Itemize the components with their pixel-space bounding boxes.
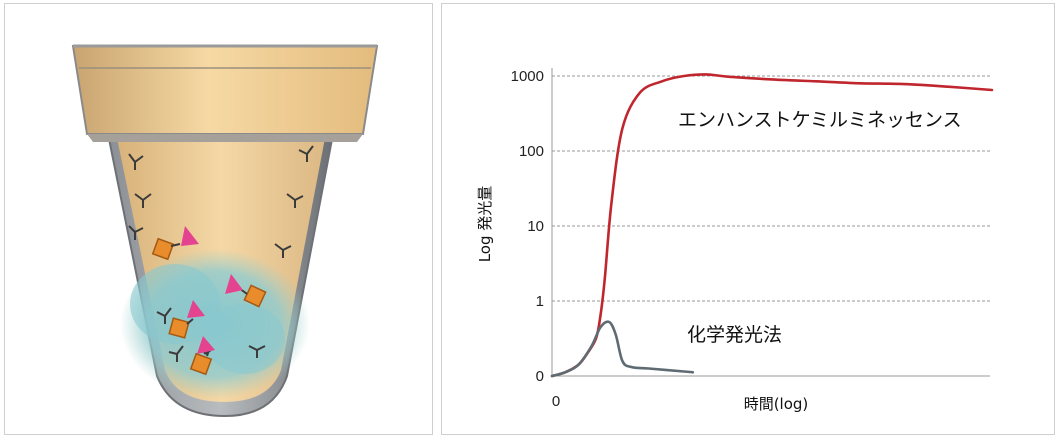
- y-tick-label: 0: [536, 368, 544, 385]
- y-tick-label: 1: [536, 293, 544, 310]
- enzyme-icon: [151, 237, 267, 376]
- antibody-icon: [128, 145, 314, 362]
- illustration-panel: [4, 3, 433, 435]
- y-tick-label: 1000: [511, 68, 544, 85]
- x-tick-label: 0: [552, 393, 560, 410]
- y-tick-label: 100: [519, 143, 544, 160]
- series-label-chemiluminescence: 化学発光法: [687, 324, 782, 346]
- cup-illustration: [71, 44, 379, 418]
- series-line-chemiluminescence: [550, 320, 695, 378]
- y-axis-title: Log 発光量: [476, 186, 494, 263]
- luminescence-chart: 1000 100 10 1 0 0 時間(log) Log 発光量 エンハンスト…: [476, 68, 994, 413]
- x-axis-title: 時間(log): [744, 395, 809, 413]
- chart-panel: 1000 100 10 1 0 0 時間(log) Log 発光量 エンハンスト…: [441, 3, 1055, 435]
- series-label-enhanced: エンハンストケミルミネッセンス: [678, 109, 962, 131]
- substrate-icon: [181, 226, 243, 354]
- y-tick-label: 10: [527, 218, 544, 235]
